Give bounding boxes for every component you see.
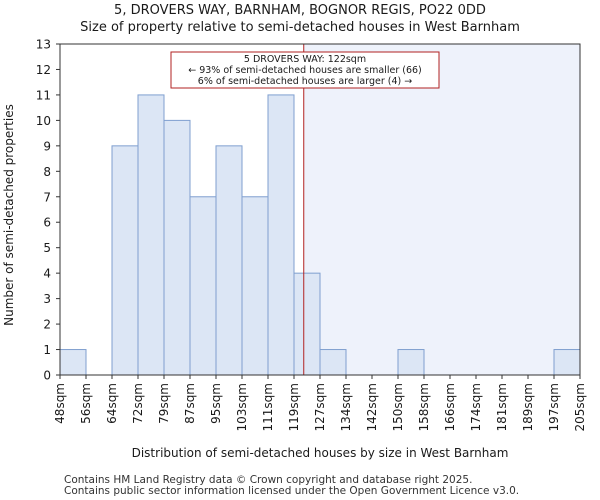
x-tick-label: 103sqm <box>235 383 249 431</box>
annotation-line-3: 6% of semi-detached houses are larger (4… <box>198 76 412 87</box>
y-tick-label: 0 <box>43 369 51 383</box>
annotation-line-2: ← 93% of semi-detached houses are smalle… <box>188 65 422 76</box>
x-ticks-group: 48sqm 56sqm 64sqm 72sqm 79sqm 87sqm 95sqm 103sq… <box>53 375 587 431</box>
y-tick-label: 4 <box>43 267 51 281</box>
chart-subtitle: Size of property relative to semi-detach… <box>80 20 520 35</box>
y-tick-label: 6 <box>43 216 51 230</box>
y-tick-label: 8 <box>43 165 51 179</box>
x-tick-label: 119sqm <box>287 383 301 431</box>
histogram-bar <box>59 349 87 376</box>
x-axis-label: Distribution of semi-detached houses by … <box>132 446 509 460</box>
histogram-bar <box>111 145 139 376</box>
histogram-bar <box>241 196 269 376</box>
footer-attribution-1: Contains HM Land Registry data © Crown c… <box>64 474 473 486</box>
x-tick-label: 64sqm <box>105 383 119 424</box>
y-tick-label: 5 <box>43 241 51 255</box>
histogram-bar <box>215 145 243 376</box>
y-tick-label: 11 <box>36 88 51 102</box>
y-tick-label: 2 <box>43 318 51 332</box>
x-tick-label: 79sqm <box>157 383 171 424</box>
y-tick-label: 3 <box>43 292 51 306</box>
y-tick-label: 13 <box>36 38 51 52</box>
x-tick-label: 181sqm <box>495 383 509 431</box>
histogram-bar <box>267 94 295 376</box>
y-tick-label: 9 <box>43 139 51 153</box>
y-tick-label: 10 <box>36 114 51 128</box>
y-axis-label: Number of semi-detached properties <box>2 104 16 326</box>
annotation-box: 5 DROVERS WAY: 122sqm ← 93% of semi-deta… <box>170 51 440 89</box>
histogram-bar <box>397 349 425 376</box>
histogram-bar <box>553 349 581 376</box>
x-tick-label: 166sqm <box>443 383 457 431</box>
y-tick-label: 7 <box>43 190 51 204</box>
x-tick-label: 95sqm <box>209 383 223 424</box>
histogram-bar <box>137 94 165 376</box>
x-tick-label: 111sqm <box>261 383 275 431</box>
x-tick-label: 197sqm <box>547 383 561 431</box>
x-tick-label: 150sqm <box>391 383 405 431</box>
x-tick-label: 174sqm <box>469 383 483 431</box>
x-tick-label: 72sqm <box>131 383 145 424</box>
y-tick-label: 1 <box>43 343 51 357</box>
x-tick-label: 48sqm <box>53 383 67 424</box>
x-tick-label: 142sqm <box>365 383 379 431</box>
annotation-line-1: 5 DROVERS WAY: 122sqm <box>244 54 366 65</box>
larger-region-shade <box>303 44 580 375</box>
x-tick-label: 189sqm <box>521 383 535 431</box>
bars-group <box>59 94 581 376</box>
x-tick-label: 87sqm <box>183 383 197 424</box>
y-tick-label: 12 <box>36 63 51 77</box>
footer-attribution-2: Contains public sector information licen… <box>64 485 520 497</box>
x-tick-label: 205sqm <box>573 383 587 431</box>
x-tick-label: 134sqm <box>339 383 353 431</box>
x-tick-label: 127sqm <box>313 383 327 431</box>
histogram-bar <box>319 349 347 376</box>
x-tick-label: 56sqm <box>79 383 93 424</box>
x-tick-label: 158sqm <box>417 383 431 431</box>
annotation-frame <box>170 51 440 89</box>
histogram-bar <box>189 196 217 376</box>
chart-title: 5, DROVERS WAY, BARNHAM, BOGNOR REGIS, P… <box>114 3 486 18</box>
histogram-bar <box>163 119 191 376</box>
histogram-bar <box>293 272 321 376</box>
